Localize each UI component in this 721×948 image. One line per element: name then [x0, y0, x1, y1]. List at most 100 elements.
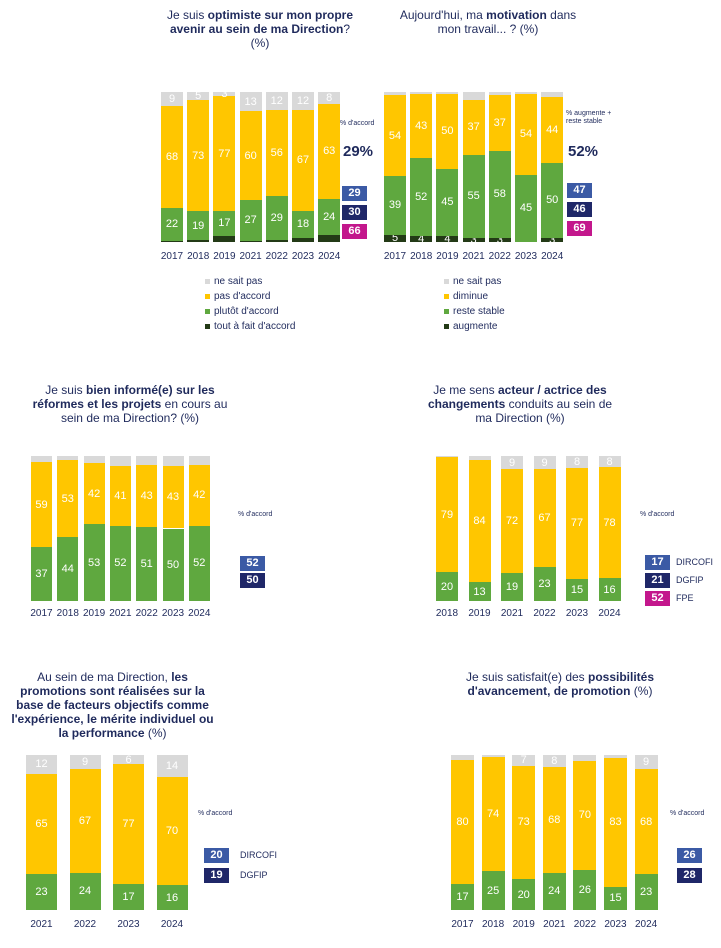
informe-data-label-pas-d-accord-2019: 42: [87, 487, 101, 500]
motivation-data-label-augmente-2022: 3: [496, 233, 503, 246]
acteur-bar-ne-sait-pas-2024: [598, 456, 621, 468]
promotions-bar-ne-sait-pas-2024: [156, 755, 188, 777]
optimiste-title-part: ? (%): [250, 22, 351, 50]
legend-motivation-swatch: [444, 308, 449, 314]
informe-x-tick-2018: 2018: [56, 608, 79, 619]
optimiste-bar-tout-a-fait-d-accord-2021: [239, 240, 262, 242]
informe-bar-ne-sait-pas-2022: [136, 456, 158, 465]
informe-x-tick-2019: 2019: [82, 608, 106, 619]
promotions-comparison-label: DGFIP: [240, 870, 268, 880]
acteur-data-label-plutot-d-accord-2024: 16: [603, 583, 616, 596]
optimiste-x-tick-2018: 2018: [187, 251, 210, 262]
informe-data-label-pas-d-accord-2021: 41: [114, 489, 127, 502]
avancement-bar-plutot-d-accord-2019: [512, 879, 536, 910]
optimiste-x-tick-2021: 2021: [239, 251, 262, 262]
optimiste-data-label-plutot-d-accord-2018: 19: [192, 219, 205, 232]
optimiste-bar-ne-sait-pas-2024: [318, 92, 341, 104]
avancement-data-label-ne-sait-pas-2019: 7: [520, 754, 527, 767]
informe-data-label-plutot-d-accord-2017: 37: [35, 568, 48, 581]
optimiste-bar-plutot-d-accord-2021: [239, 200, 262, 241]
avancement-data-label-plutot-d-accord-2018: 25: [486, 884, 500, 897]
promotions-bar-pas-d-accord-2024: [156, 776, 188, 886]
promotions-bar-pas-d-accord-2022: [69, 768, 101, 873]
optimiste-title-part: Je suis: [166, 8, 208, 22]
motivation-data-label-diminue-2018: 43: [415, 119, 428, 132]
optimiste-comparison-badge: 30: [342, 205, 367, 220]
acteur-bar-plutot-d-accord-2019: [468, 582, 491, 601]
avancement-bar-pas-d-accord-2024: [634, 768, 658, 875]
optimiste-data-label-pas-d-accord-2023: 67: [296, 154, 310, 167]
promotions-data-label-ne-sait-pas-2021: 12: [35, 758, 48, 771]
acteur-data-label-ne-sait-pas-2023: 8: [573, 455, 581, 468]
avancement-bar-pas-d-accord-2021: [542, 767, 566, 873]
avancement-data-label-ne-sait-pas-2021: 8: [551, 755, 558, 768]
acteur-x-tick-2018: 2018: [435, 608, 459, 619]
motivation-bar-reste-stable-2019: [436, 168, 459, 236]
informe-x-tick-2024: 2024: [188, 608, 211, 619]
avancement-data-label-pas-d-accord-2024: 68: [639, 815, 653, 828]
informe-data-label-plutot-d-accord-2024: 52: [193, 557, 206, 570]
motivation-chart-title: Aujourd'hui, ma motivation dans mon trav…: [388, 8, 588, 36]
acteur-x-tick-2024: 2024: [598, 608, 621, 619]
motivation-bar-diminue-2017: [384, 95, 406, 176]
avancement-x-tick-2021: 2021: [543, 919, 566, 930]
avancement-title-part: (%): [630, 684, 653, 698]
promotions-x-tick-2022: 2022: [73, 919, 97, 930]
motivation-comparison-badge: 46: [567, 202, 592, 217]
avancement-bar-ne-sait-pas-2019: [512, 755, 536, 766]
optimiste-data-label-ne-sait-pas-2023: 12: [296, 95, 310, 107]
avancement-data-label-plutot-d-accord-2024: 23: [639, 886, 653, 899]
acteur-comparison-label: FPE: [676, 593, 694, 603]
motivation-title-part: Aujourd'hui, ma: [399, 8, 487, 22]
informe-bar-plutot-d-accord-2019: [83, 524, 105, 601]
motivation-bar-augmente-2022: [488, 237, 511, 242]
promotions-data-label-ne-sait-pas-2023: 6: [125, 753, 132, 766]
motivation-bar-diminue-2018: [410, 93, 433, 158]
motivation-title-part: motivation: [486, 8, 547, 22]
avancement-bar-pas-d-accord-2018: [481, 756, 505, 872]
informe-bar-pas-d-accord-2022: [136, 464, 158, 528]
optimiste-x-tick-2019: 2019: [213, 251, 236, 262]
acteur-x-tick-2023: 2023: [565, 608, 589, 619]
legend-optimiste-item: pas d'accord: [205, 291, 270, 303]
optimiste-bar-ne-sait-pas-2023: [292, 92, 314, 110]
legend-optimiste-label: ne sait pas: [214, 276, 263, 287]
acteur-bar-plutot-d-accord-2018: [436, 572, 458, 601]
optimiste-data-label-pas-d-accord-2018: 73: [192, 149, 205, 162]
optimiste-data-label-plutot-d-accord-2024: 24: [323, 210, 336, 223]
informe-x-tick-2017: 2017: [30, 608, 53, 619]
acteur-bar-pas-d-accord-2023: [566, 467, 588, 580]
acteur-x-tick-2019: 2019: [468, 608, 491, 619]
informe-data-label-plutot-d-accord-2023: 50: [166, 558, 180, 571]
informe-bar-ne-sait-pas-2019: [83, 456, 105, 464]
avancement-bar-pas-d-accord-2023: [604, 758, 627, 887]
acteur-bar-pas-d-accord-2018: [436, 457, 458, 572]
informe-bar-pas-d-accord-2017: [31, 461, 52, 548]
motivation-data-label-reste-stable-2021: 55: [467, 190, 480, 203]
motivation-data-label-diminue-2024: 44: [546, 123, 559, 136]
legend-motivation-item: augmente: [444, 321, 497, 333]
avancement-bar-ne-sait-pas-2024: [634, 755, 658, 769]
acteur-bar-pas-d-accord-2019: [468, 460, 491, 583]
avancement-note: % d'accord: [670, 810, 705, 817]
optimiste-data-label-plutot-d-accord-2022: 29: [270, 212, 283, 225]
motivation-bar-ne-sait-pas-2018: [410, 92, 433, 94]
promotions-data-label-plutot-d-accord-2021: 23: [35, 886, 48, 899]
promotions-x-tick-2024: 2024: [160, 919, 184, 930]
avancement-data-label-pas-d-accord-2021: 68: [548, 814, 561, 827]
informe-bar-ne-sait-pas-2018: [57, 456, 79, 461]
optimiste-bar-plutot-d-accord-2018: [187, 211, 210, 241]
avancement-bar-ne-sait-pas-2022: [573, 755, 597, 762]
optimiste-bar-plutot-d-accord-2022: [265, 196, 288, 241]
optimiste-bar-plutot-d-accord-2019: [213, 210, 236, 237]
avancement-bar-plutot-d-accord-2023: [604, 886, 627, 910]
acteur-data-label-plutot-d-accord-2021: 19: [505, 581, 519, 594]
avancement-bar-pas-d-accord-2017: [451, 759, 474, 884]
optimiste-data-label-pas-d-accord-2019: 77: [218, 147, 231, 160]
promotions-data-label-pas-d-accord-2024: 70: [165, 824, 179, 837]
informe-data-label-plutot-d-accord-2022: 51: [140, 558, 153, 571]
optimiste-data-label-plutot-d-accord-2017: 22: [165, 218, 179, 230]
avancement-data-label-plutot-d-accord-2019: 20: [517, 888, 530, 901]
avancement-x-tick-2017: 2017: [451, 919, 474, 930]
informe-bar-ne-sait-pas-2024: [188, 456, 210, 465]
